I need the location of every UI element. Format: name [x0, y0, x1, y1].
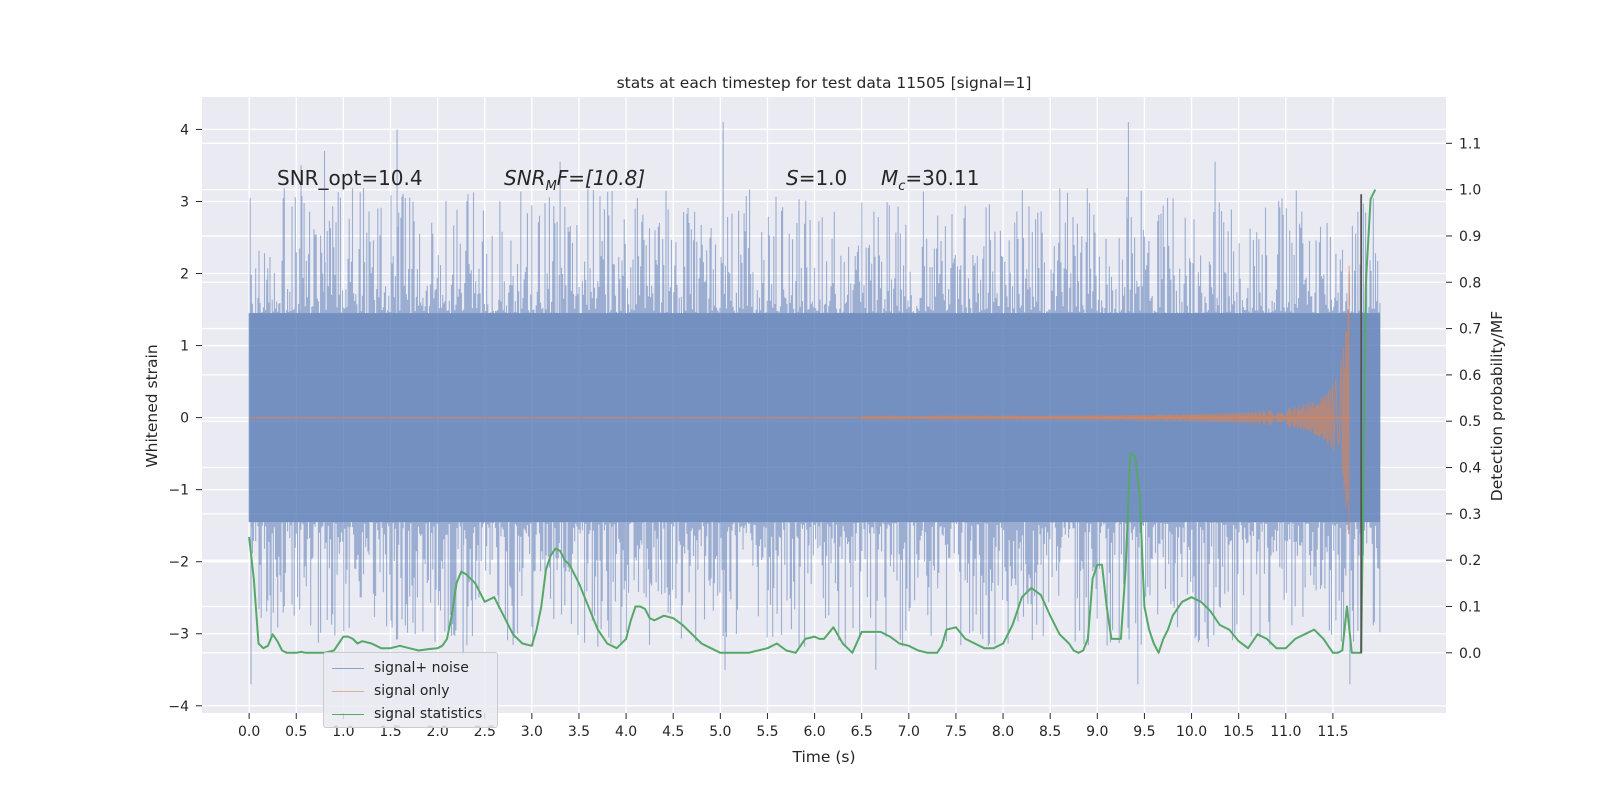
x-tick-label: 10.5: [1223, 724, 1254, 740]
legend-label: signal only: [374, 683, 450, 699]
x-tick-label: 6.0: [803, 724, 825, 740]
x-axis: 0.0 0.5 1.0 1.5 2.0 2.5 3.0 3.5 4.0 4.5 5.0 5.5 6.0 6…: [238, 713, 1348, 740]
x-tick-label: 4.0: [615, 724, 637, 740]
x-tick-label: 7.0: [898, 724, 920, 740]
x-tick-label: 1.5: [379, 724, 401, 740]
x-tick-label: 3.0: [521, 724, 543, 740]
legend-item-signal-noise: signal+ noise: [332, 659, 469, 677]
y-tick-label: −2: [168, 555, 189, 571]
legend-item-signal-statistics: signal statistics: [332, 705, 482, 723]
legend: signal+ noise signal only signal statist…: [323, 652, 498, 728]
legend-swatch-signal-statistics: [332, 713, 364, 715]
x-tick-label: 1.0: [332, 724, 354, 740]
x-tick-label: 10.0: [1176, 724, 1207, 740]
x-tick-label: 6.5: [851, 724, 873, 740]
y2-tick-label: 1.1: [1459, 136, 1481, 152]
y2-tick-label: 0.1: [1459, 599, 1481, 615]
y-tick-label: −1: [168, 483, 189, 499]
noise-trace: [248, 122, 1381, 685]
x-tick-label: 0.5: [285, 724, 307, 740]
x-tick-label: 5.0: [709, 724, 731, 740]
x-tick-label: 3.5: [568, 724, 590, 740]
x-tick-label: 0.0: [238, 724, 260, 740]
y-tick-label: 4: [180, 122, 189, 138]
y2-tick-label: 1.0: [1459, 183, 1481, 199]
y2-tick-label: 0.5: [1459, 414, 1481, 430]
x-tick-label: 11.5: [1317, 724, 1348, 740]
x-tick-label: 7.5: [945, 724, 967, 740]
y-tick-label: 3: [180, 194, 189, 210]
annotation-s: S=1.0: [786, 166, 847, 190]
y2-tick-label: 0.3: [1459, 507, 1481, 523]
y2-tick-label: 0.9: [1459, 229, 1481, 245]
y-axis-right: 1.1 1.0 0.9 0.8 0.7 0.6 0.5 0.4 0.3 0.2 0.1 0.0: [1446, 136, 1481, 662]
y2-tick-label: 0.6: [1459, 368, 1481, 384]
annotation-snr-mf: SNRMF=[10.8]: [504, 166, 645, 194]
chart-title: stats at each timestep for test data 115…: [617, 74, 1032, 92]
y-tick-label: −3: [168, 627, 189, 643]
signal-chirp: [861, 265, 1351, 534]
y2-tick-label: 0.0: [1459, 646, 1481, 662]
series-signal-statistics: [248, 189, 1377, 654]
annotation-mc: Mc=30.11: [881, 166, 979, 194]
y2-tick-label: 0.2: [1459, 553, 1481, 569]
y-axis-label: Whitened strain: [143, 344, 161, 467]
annotation-snr-opt: SNR_opt=10.4: [277, 166, 423, 190]
y2-tick-label: 0.4: [1459, 461, 1481, 477]
x-tick-label: 4.5: [662, 724, 684, 740]
series-signal-only: [249, 265, 1351, 534]
legend-label: signal+ noise: [374, 660, 469, 676]
y-tick-label: 1: [180, 339, 189, 355]
y2-tick-label: 0.8: [1459, 275, 1481, 291]
y2-axis-label: Detection probability/MF: [1488, 311, 1506, 502]
x-tick-label: 9.0: [1086, 724, 1108, 740]
legend-item-signal-only: signal only: [332, 682, 449, 700]
x-tick-label: 9.5: [1133, 724, 1155, 740]
x-axis-label: Time (s): [791, 748, 855, 766]
legend-swatch-signal-noise: [332, 667, 364, 669]
statistics-line: [248, 189, 1377, 654]
legend-swatch-signal-only: [332, 690, 364, 692]
y-tick-label: 2: [180, 267, 189, 283]
x-tick-label: 11.0: [1270, 724, 1301, 740]
x-tick-label: 5.5: [756, 724, 778, 740]
legend-label: signal statistics: [374, 706, 483, 722]
y-tick-label: 0: [180, 411, 189, 427]
x-tick-label: 2.5: [474, 724, 496, 740]
x-tick-label: 8.5: [1039, 724, 1061, 740]
x-tick-label: 8.0: [992, 724, 1014, 740]
y2-tick-label: 0.7: [1459, 322, 1481, 338]
y-axis-left: 4 3 2 1 0 −1 −2 −3 −4: [168, 122, 202, 715]
y-tick-label: −4: [168, 699, 189, 715]
x-tick-label: 2.0: [426, 724, 448, 740]
